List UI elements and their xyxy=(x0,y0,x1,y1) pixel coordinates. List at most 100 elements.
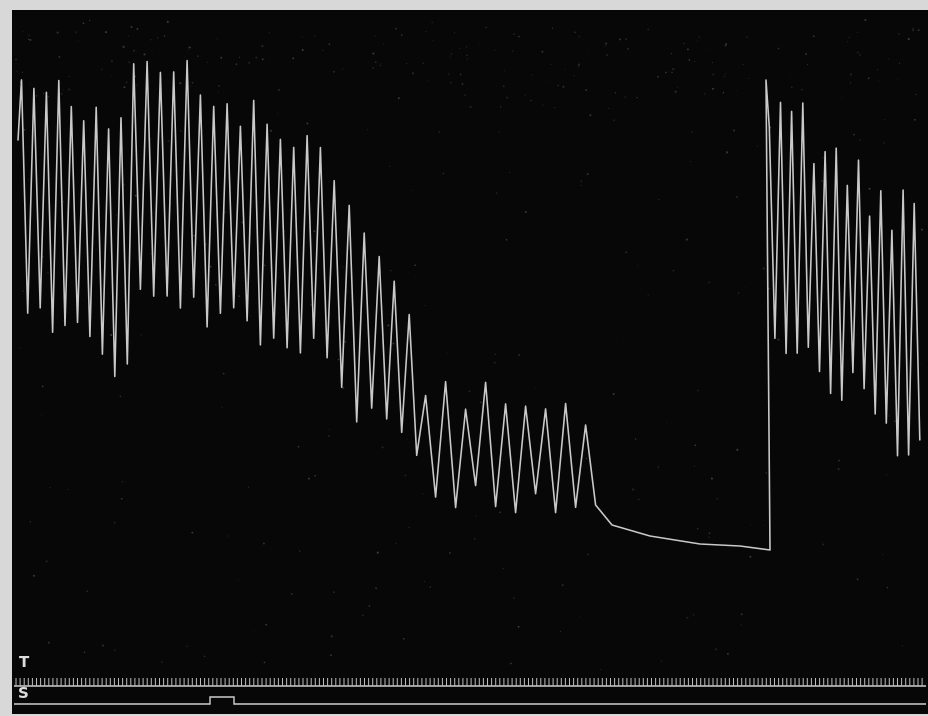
speckle xyxy=(42,93,45,95)
speckle xyxy=(397,97,400,100)
speckle xyxy=(637,264,639,266)
speckle xyxy=(561,584,564,587)
speckle xyxy=(711,87,715,90)
speckle xyxy=(498,131,501,133)
speckle xyxy=(224,211,227,214)
speckle xyxy=(585,89,588,92)
speckle xyxy=(671,71,673,74)
speckle xyxy=(849,73,852,76)
speckle xyxy=(166,20,169,23)
speckle xyxy=(392,342,395,345)
speckle xyxy=(625,38,627,40)
speckle xyxy=(535,387,537,389)
speckle xyxy=(261,45,264,48)
speckle xyxy=(328,180,330,182)
speckle xyxy=(877,69,879,71)
speckle xyxy=(128,61,131,63)
speckle xyxy=(552,27,554,29)
speckle xyxy=(856,578,859,581)
speckle xyxy=(191,531,194,534)
speckle xyxy=(882,554,884,556)
speckle xyxy=(847,41,849,43)
speckle xyxy=(209,265,212,268)
speckle xyxy=(308,477,310,480)
speckle xyxy=(290,593,293,595)
speckle xyxy=(693,465,696,468)
speckle xyxy=(395,27,397,30)
speckle xyxy=(878,80,880,82)
speckle xyxy=(151,50,153,52)
speckle xyxy=(665,71,667,74)
speckle xyxy=(615,338,617,340)
speckle xyxy=(215,284,217,286)
speckle xyxy=(541,50,544,53)
speckle xyxy=(446,352,448,354)
speckle xyxy=(125,81,128,83)
speckle xyxy=(495,192,498,194)
speckle xyxy=(411,72,415,75)
speckle xyxy=(560,630,561,632)
speckle xyxy=(247,486,250,488)
speckle xyxy=(578,63,581,66)
speckle xyxy=(740,624,742,626)
speckle xyxy=(376,551,379,554)
speckle xyxy=(383,42,385,45)
speckle xyxy=(723,75,725,78)
speckle xyxy=(586,173,589,176)
speckle xyxy=(524,94,526,96)
speckle xyxy=(493,361,496,364)
speckle xyxy=(337,358,340,361)
speckle xyxy=(167,140,170,142)
speckle xyxy=(341,68,344,70)
speckle xyxy=(712,73,714,76)
speckle xyxy=(683,42,685,45)
speckle xyxy=(542,104,544,106)
speckle xyxy=(328,435,330,437)
speckle xyxy=(857,31,858,33)
speckle xyxy=(465,46,467,48)
speckle xyxy=(206,61,208,63)
speckle xyxy=(513,597,515,599)
speckle xyxy=(587,553,590,556)
speckle xyxy=(705,47,707,49)
speckle xyxy=(805,53,807,55)
speckle xyxy=(96,248,98,250)
speckle xyxy=(725,151,729,154)
speckle xyxy=(390,270,392,272)
speckle xyxy=(502,85,505,88)
speckle xyxy=(47,641,50,644)
speckle xyxy=(366,129,368,131)
time-tick-marks xyxy=(15,678,923,686)
speckle xyxy=(574,31,576,34)
speckle xyxy=(423,580,426,583)
speckle xyxy=(665,421,667,423)
speckle xyxy=(408,526,410,528)
speckle xyxy=(898,32,900,35)
speckle xyxy=(179,129,182,132)
speckle xyxy=(406,439,408,441)
speckle xyxy=(442,172,445,175)
speckle xyxy=(704,93,706,95)
speckle xyxy=(898,205,900,207)
speckle xyxy=(777,47,780,50)
speckle xyxy=(405,63,407,65)
speckle xyxy=(116,214,118,216)
speckle xyxy=(638,498,640,500)
speckle xyxy=(249,314,251,317)
speckle xyxy=(190,85,192,87)
speckle xyxy=(858,53,861,56)
speckle xyxy=(580,184,582,187)
speckle xyxy=(736,448,739,451)
speckle xyxy=(45,560,48,563)
speckle xyxy=(265,623,268,626)
speckle xyxy=(400,34,403,37)
speckle xyxy=(255,56,258,59)
speckle xyxy=(735,195,739,199)
speckle xyxy=(737,292,740,294)
speckle xyxy=(686,616,689,619)
speckle xyxy=(68,75,70,78)
speckle xyxy=(254,77,256,79)
speckle xyxy=(62,200,65,203)
speckle xyxy=(586,52,588,54)
